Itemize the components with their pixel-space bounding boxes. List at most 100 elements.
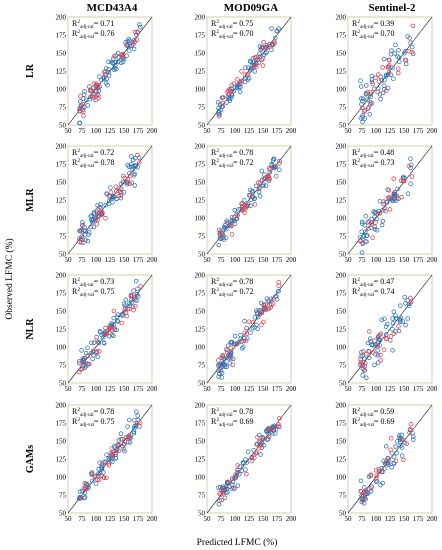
r2-prefix: R — [72, 19, 78, 28]
r2-value: 0.75 — [101, 417, 115, 426]
calibration-point — [397, 435, 403, 441]
x-tick-label: 50 — [345, 256, 353, 264]
validation-point — [245, 71, 251, 77]
r2-equals: = — [374, 19, 381, 28]
validation-point — [120, 444, 126, 449]
y-tick-label: 50 — [59, 250, 67, 258]
calibration-point — [138, 24, 143, 30]
y-tick-label: 200 — [56, 401, 67, 409]
y-tick-label: 150 — [56, 437, 67, 445]
validation-point — [115, 441, 121, 447]
calibration-point — [393, 42, 398, 48]
calibration-point — [258, 452, 263, 457]
r2-value: 0.78 — [239, 277, 253, 286]
validation-point — [268, 426, 274, 432]
x-tick-label: 75 — [79, 256, 87, 264]
x-tick-label: 50 — [345, 385, 353, 393]
validation-point — [110, 453, 116, 458]
validation-point — [108, 190, 114, 195]
x-tick-label: 175 — [133, 256, 144, 264]
column-title-0: MCD43A4 — [87, 2, 138, 14]
validation-point — [365, 90, 370, 95]
validation-point — [367, 329, 372, 334]
r2-power: 2 — [357, 277, 360, 283]
validation-point — [246, 319, 252, 325]
r2-power: 2 — [357, 417, 360, 423]
validation-point — [219, 233, 225, 238]
column-titles: MCD43A4 MOD09GA Sentinel-2 — [87, 2, 416, 14]
validation-point — [387, 58, 392, 63]
calibration-point — [113, 59, 119, 65]
calibration-point — [380, 480, 385, 486]
validation-point — [112, 325, 117, 331]
validation-point — [124, 181, 130, 187]
r2-power: 2 — [357, 407, 360, 413]
validation-point — [257, 439, 263, 445]
calibration-point — [131, 288, 136, 293]
validation-point — [235, 463, 240, 468]
validation-point — [113, 184, 119, 190]
calibration-point — [249, 189, 255, 194]
calibration-point — [371, 209, 376, 214]
validation-point — [220, 491, 226, 496]
validation-point — [106, 193, 112, 198]
x-tick-label: 125 — [244, 256, 255, 264]
r2-prefix: R — [352, 417, 358, 426]
r2-power: 2 — [77, 29, 80, 35]
calibration-point — [90, 86, 96, 91]
validation-point — [128, 173, 133, 179]
calibration-point — [408, 40, 413, 45]
calibration-point — [82, 89, 87, 94]
validation-point — [229, 232, 235, 237]
calibration-point — [125, 39, 131, 44]
r2-power: 2 — [77, 277, 80, 283]
validation-point — [256, 180, 261, 185]
validation-point — [374, 473, 379, 478]
validation-point — [230, 362, 236, 368]
validation-point — [399, 194, 404, 200]
x-tick-label: 200 — [427, 385, 438, 393]
y-tick-label: 200 — [195, 142, 206, 150]
validation-point — [378, 358, 383, 363]
column-title-2: Sentinel-2 — [368, 2, 416, 14]
y-tick-label: 100 — [56, 85, 67, 93]
r2-value: 0.78 — [100, 407, 114, 416]
calibration-point — [256, 189, 262, 195]
calibration-point — [375, 353, 381, 358]
y-tick-label: 75 — [198, 232, 206, 240]
calibration-point — [249, 194, 255, 199]
calibration-point — [396, 433, 402, 438]
x-tick-label: 125 — [105, 256, 116, 264]
calibration-point — [369, 101, 375, 106]
calibration-point — [390, 321, 396, 326]
calibration-point — [383, 324, 389, 329]
r2-power: 2 — [357, 29, 360, 35]
x-tick-label: 125 — [105, 385, 116, 393]
validation-point — [220, 100, 225, 106]
r2-annotation: R2adj-val= 0.70 — [211, 29, 254, 40]
validation-point — [276, 283, 281, 288]
y-tick-label: 75 — [59, 361, 67, 369]
calibration-point — [227, 96, 232, 102]
calibration-point — [82, 365, 87, 370]
calibration-point — [264, 296, 270, 301]
validation-point — [226, 479, 231, 485]
r2-power: 2 — [216, 287, 219, 293]
r2-equals: = — [233, 158, 240, 167]
calibration-point — [98, 201, 104, 207]
validation-point — [398, 178, 404, 183]
validation-point — [277, 416, 282, 421]
validation-point — [374, 475, 379, 481]
r2-value: 0.69 — [381, 417, 395, 426]
calibration-point — [99, 77, 104, 83]
validation-point — [116, 186, 122, 192]
validation-point — [241, 338, 246, 344]
validation-point — [410, 23, 416, 29]
x-tick-label: 125 — [244, 385, 255, 393]
r2-power: 2 — [216, 277, 219, 283]
r2-equals: = — [233, 277, 240, 286]
r2-power: 2 — [77, 158, 80, 164]
x-tick-label: 150 — [258, 127, 269, 135]
calibration-point — [230, 479, 236, 485]
validation-point — [132, 39, 138, 45]
